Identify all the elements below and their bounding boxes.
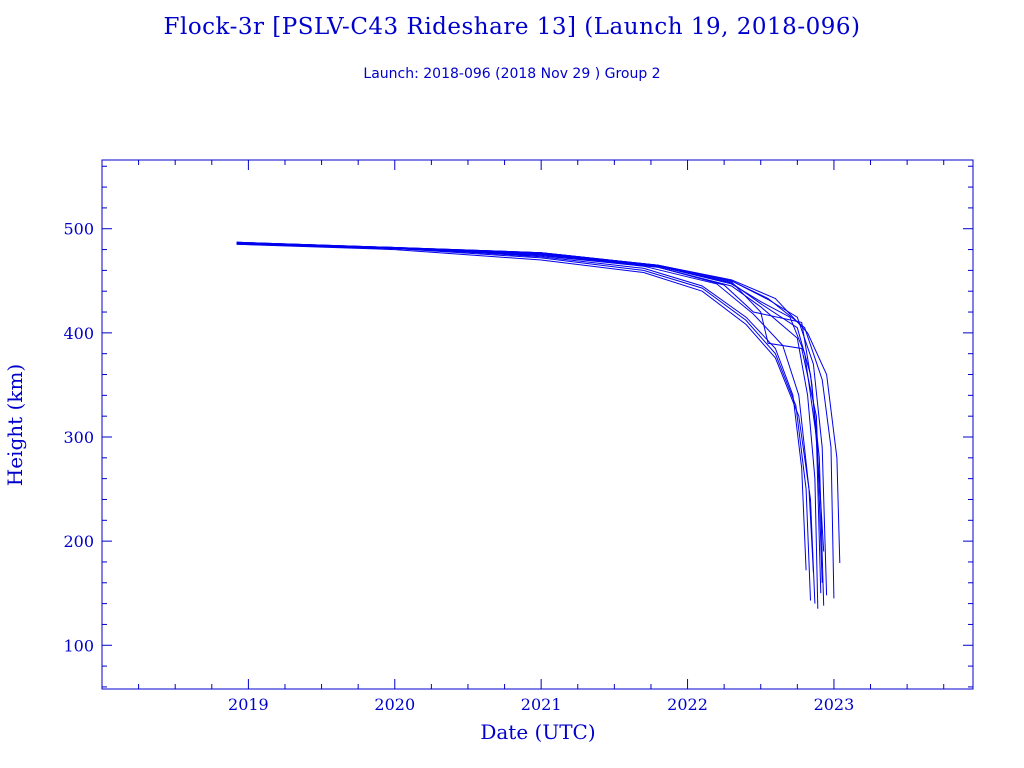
x-tick-label: 2022 [667, 695, 708, 714]
y-axis-label: Height (km) [3, 364, 27, 486]
plot-frame [101, 159, 974, 690]
x-tick-label: 2021 [521, 695, 562, 714]
series-line-3 [236, 242, 814, 573]
chart-subtitle: Launch: 2018-096 (2018 Nov 29 ) Group 2 [363, 66, 661, 82]
series-line-12 [236, 242, 825, 552]
series-line-4 [236, 243, 816, 604]
series-line-2 [236, 242, 811, 601]
series-line-6 [236, 242, 822, 594]
series-line-1 [236, 241, 807, 571]
y-tick-label: 300 [63, 428, 94, 447]
x-tick-label: 2019 [228, 695, 269, 714]
series-line-5 [236, 243, 819, 609]
y-tick-label: 100 [63, 636, 94, 655]
y-tick-label: 400 [63, 324, 94, 343]
series-line-8 [236, 242, 828, 596]
series-line-7 [236, 242, 825, 606]
chart-title: Flock-3r [PSLV-C43 Rideshare 13] (Launch… [163, 14, 861, 40]
y-tick-label: 200 [63, 532, 94, 551]
series-line-11 [236, 241, 841, 564]
x-tick-label: 2020 [374, 695, 415, 714]
x-tick-label: 2023 [814, 695, 855, 714]
x-axis-label: Date (UTC) [480, 720, 595, 744]
series-line-9 [236, 242, 823, 583]
y-tick-label: 500 [63, 220, 94, 239]
